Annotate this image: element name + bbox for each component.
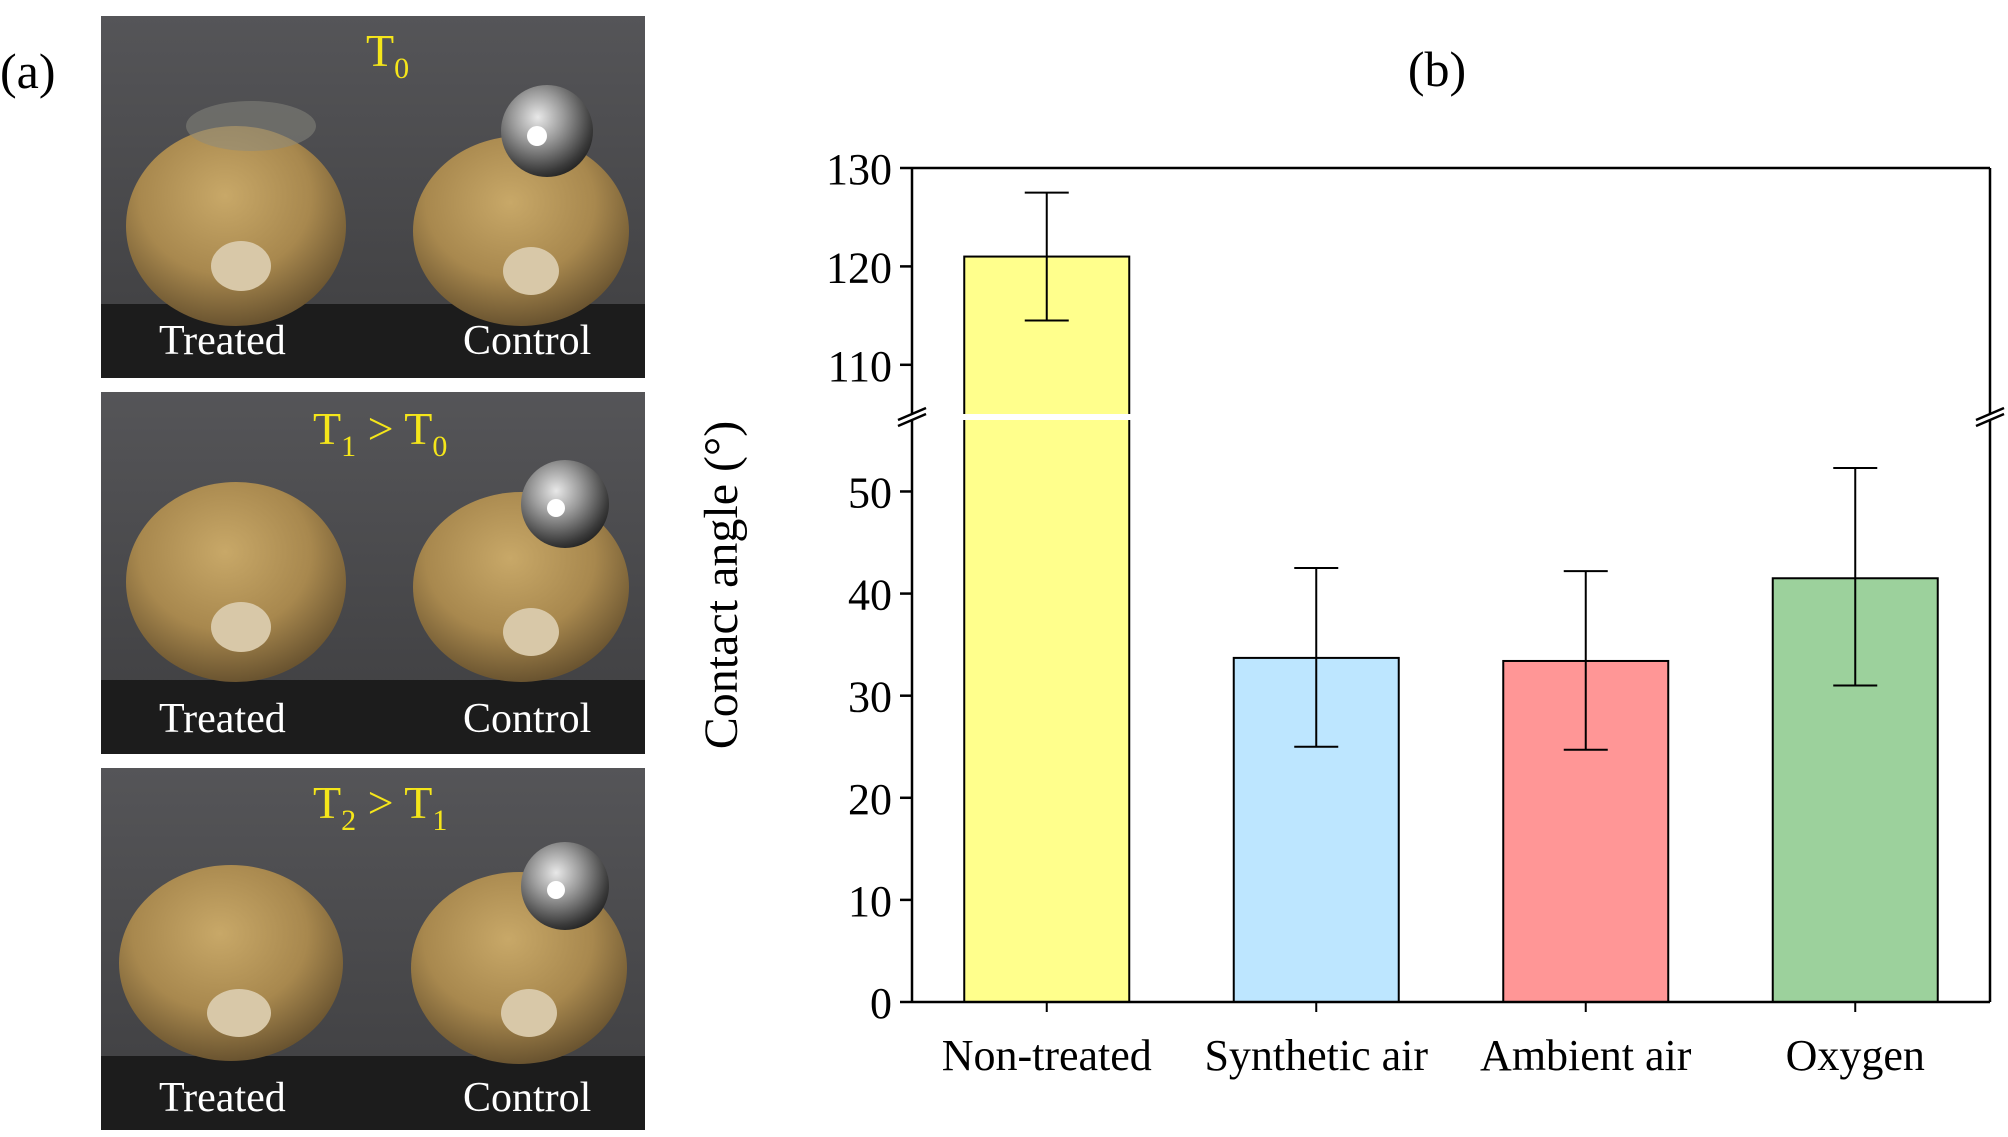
- seed-treated: [126, 482, 346, 682]
- control-label: Control: [463, 1075, 591, 1121]
- droplet-highlight: [547, 499, 565, 517]
- photo-t0: T0 Treated Control: [101, 16, 645, 378]
- photo-title-subscript: 0: [394, 52, 409, 85]
- bar-chart: Non-treated Synthetic air Ambient air Oxyge…: [826, 145, 2008, 1080]
- water-droplet: [521, 842, 609, 930]
- photo-title: T1 > T0: [313, 403, 447, 463]
- photo-table-surface: [101, 680, 645, 754]
- photo-title-tail-subscript: 1: [432, 804, 447, 837]
- seed-germ: [207, 989, 271, 1037]
- y-tick-label-3: 30: [848, 673, 892, 722]
- axis-break-gap-right: [1970, 414, 2008, 420]
- panel-b-label: (b): [1408, 41, 1466, 97]
- droplet-highlight: [527, 126, 547, 146]
- water-vapor: [186, 101, 316, 151]
- y-tick-label-7: 120: [826, 243, 892, 292]
- y-tick-label-6: 110: [828, 342, 892, 391]
- photo-t2: T2 > T1 Treated Control: [101, 768, 645, 1130]
- water-droplet: [501, 85, 593, 177]
- break-mark-0-b: [897, 412, 927, 428]
- droplet-highlight: [547, 881, 565, 899]
- photo-table-surface: [101, 1056, 645, 1130]
- control-label: Control: [463, 696, 591, 742]
- photo-title-subscript: 1: [341, 430, 356, 463]
- photo-title-tail: > T: [356, 777, 432, 828]
- bar-break-gap-0: [961, 414, 1133, 420]
- x-tick-label-0: Non-treated: [942, 1031, 1152, 1080]
- photo-title-main: T: [313, 403, 341, 454]
- y-tick-label-5: 50: [848, 468, 892, 517]
- seed-germ: [503, 608, 559, 656]
- water-droplet: [521, 460, 609, 548]
- bar-0: [963, 255, 1131, 1003]
- panel-a-label: (a): [0, 43, 56, 99]
- photo-title-subscript: 2: [341, 804, 356, 837]
- x-tick-label-2: Ambient air: [1480, 1031, 1692, 1080]
- x-tick-label-3: Oxygen: [1786, 1031, 1925, 1080]
- y-tick-label-4: 40: [848, 571, 892, 620]
- treated-label: Treated: [159, 1075, 286, 1121]
- photo-title: T0: [366, 25, 409, 85]
- photo-title-main: T: [313, 777, 341, 828]
- photo-title: T2 > T1: [313, 777, 447, 837]
- seed-germ: [211, 602, 271, 652]
- break-mark-1-a: [1975, 406, 2005, 422]
- seed-germ: [501, 989, 557, 1037]
- y-tick-label-0: 0: [870, 979, 892, 1028]
- photo-title-tail-subscript: 0: [432, 430, 447, 463]
- break-mark-0-a: [897, 406, 927, 422]
- seed-germ: [211, 241, 271, 291]
- seed-germ: [503, 247, 559, 295]
- photo-title-tail: > T: [356, 403, 432, 454]
- y-tick-label-8: 130: [826, 145, 892, 194]
- control-label: Control: [463, 318, 591, 364]
- x-tick-label-1: Synthetic air: [1204, 1031, 1428, 1080]
- photo-title-main: T: [366, 25, 394, 76]
- treated-label: Treated: [159, 318, 286, 364]
- photo-t1: T1 > T0 Treated Control: [101, 392, 645, 754]
- break-mark-1-b: [1975, 412, 2005, 428]
- seed-treated: [126, 126, 346, 326]
- y-tick-label-2: 20: [848, 775, 892, 824]
- y-tick-label-1: 10: [848, 877, 892, 926]
- axis-break-gap-left: [892, 414, 932, 420]
- seed-control: [413, 136, 629, 326]
- y-axis-label: Contact angle (°): [695, 421, 748, 749]
- seed-treated: [119, 865, 343, 1061]
- treated-label: Treated: [159, 696, 286, 742]
